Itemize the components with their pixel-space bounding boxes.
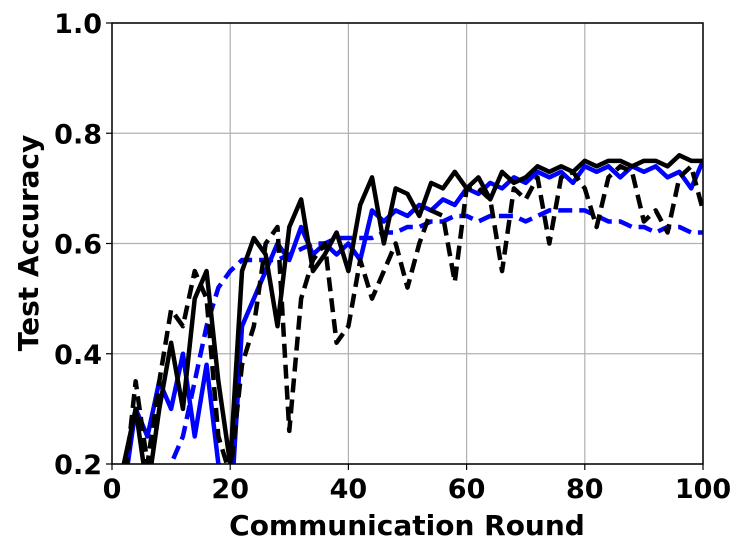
series-line	[125, 159, 703, 464]
x-tick-label: 100	[675, 474, 731, 505]
y-tick-label: 0.8	[54, 119, 102, 150]
x-axis-label: Communication Round	[229, 509, 585, 542]
y-tick-label: 1.0	[54, 9, 102, 40]
y-axis-label: Test Accuracy	[12, 135, 45, 352]
y-tick-label: 0.2	[54, 450, 102, 481]
x-tick-label: 0	[103, 474, 122, 505]
series-line	[124, 164, 703, 464]
series-line	[168, 208, 703, 464]
x-tick-label: 80	[566, 474, 604, 505]
x-tick-label: 40	[330, 474, 368, 505]
y-tick-label: 0.4	[54, 340, 102, 371]
x-tick-label: 60	[448, 474, 486, 505]
x-tick-label: 20	[211, 474, 249, 505]
y-tick-label: 0.6	[54, 230, 102, 261]
series-line	[121, 153, 703, 464]
